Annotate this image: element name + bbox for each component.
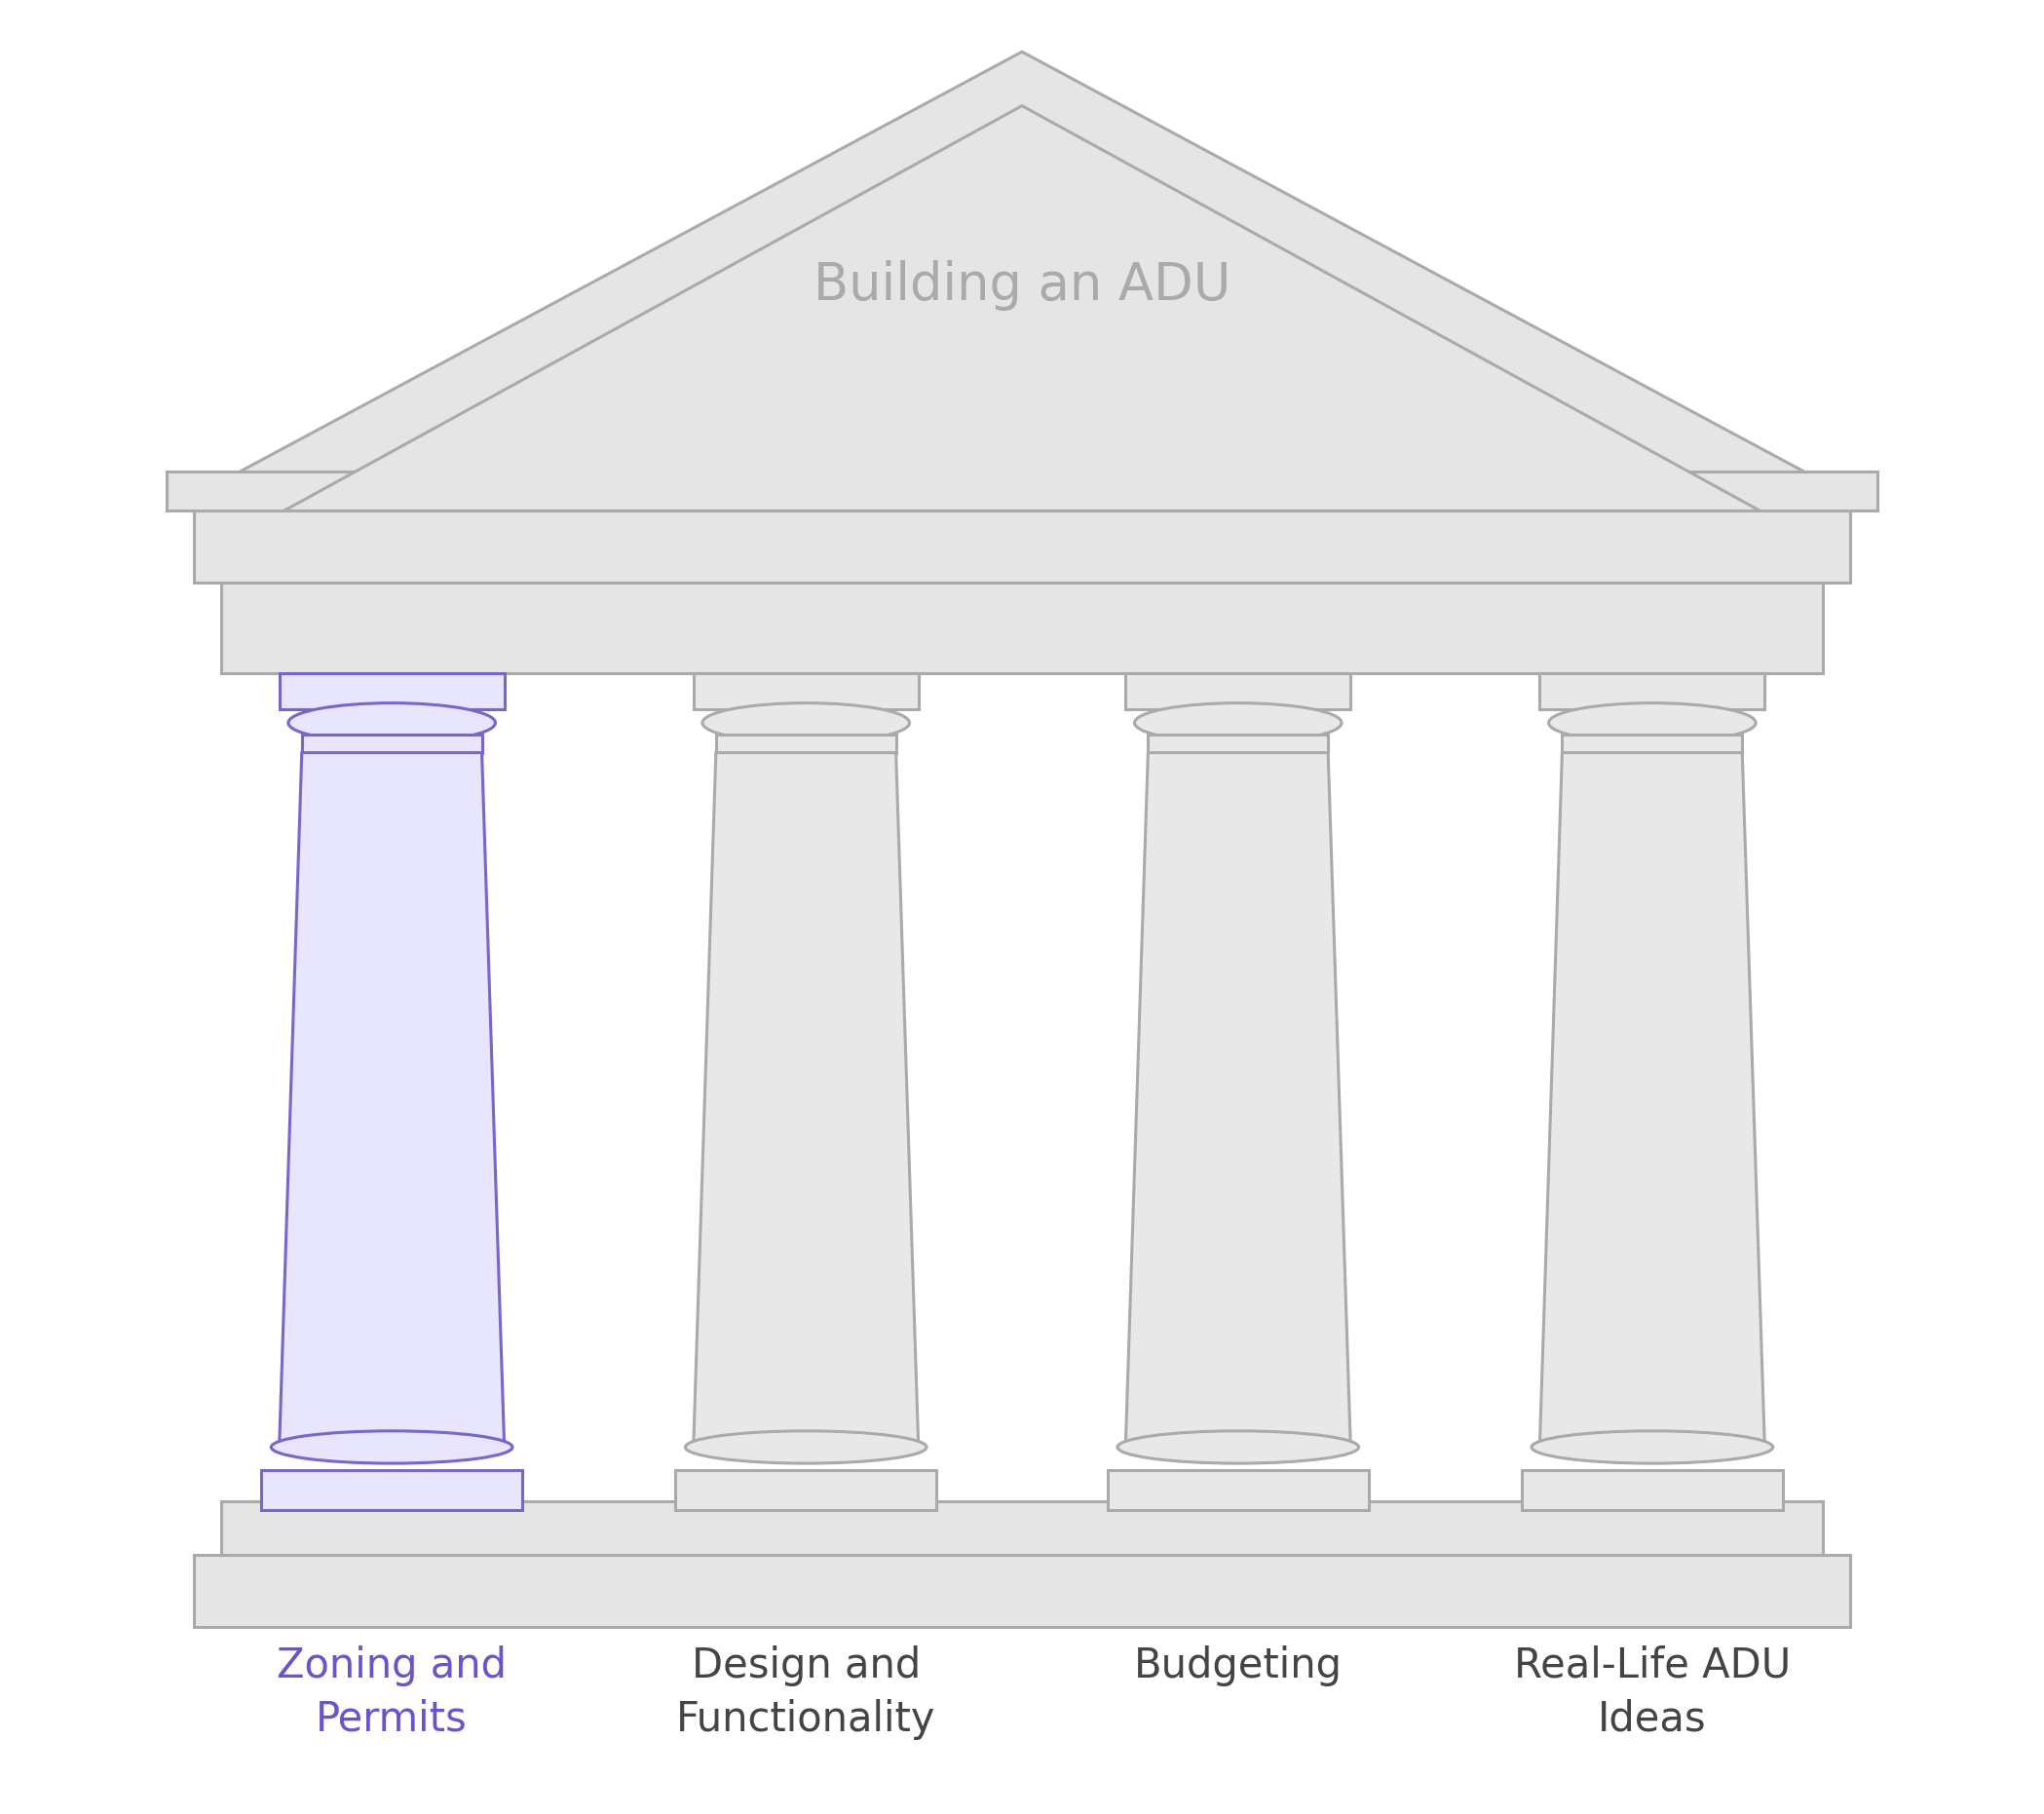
FancyBboxPatch shape (262, 1471, 523, 1511)
FancyBboxPatch shape (1562, 735, 1741, 753)
Ellipse shape (1118, 1431, 1359, 1464)
FancyBboxPatch shape (715, 735, 895, 753)
FancyBboxPatch shape (675, 1471, 936, 1511)
Text: Zoning and
Permits: Zoning and Permits (276, 1645, 507, 1740)
Ellipse shape (1134, 704, 1341, 742)
Polygon shape (693, 753, 918, 1448)
FancyBboxPatch shape (1149, 735, 1329, 753)
Ellipse shape (1549, 704, 1756, 742)
Text: Real-Life ADU
Ideas: Real-Life ADU Ideas (1515, 1645, 1791, 1740)
FancyBboxPatch shape (280, 673, 505, 709)
FancyBboxPatch shape (221, 1502, 1823, 1555)
Polygon shape (1126, 753, 1351, 1448)
Text: Budgeting: Budgeting (1134, 1645, 1343, 1685)
FancyBboxPatch shape (1126, 673, 1351, 709)
FancyBboxPatch shape (194, 1555, 1850, 1627)
Ellipse shape (272, 1431, 513, 1464)
Ellipse shape (288, 704, 495, 742)
Text: Building an ADU: Building an ADU (814, 261, 1230, 312)
FancyBboxPatch shape (1521, 1471, 1782, 1511)
Ellipse shape (1531, 1431, 1772, 1464)
Ellipse shape (685, 1431, 926, 1464)
Ellipse shape (703, 704, 910, 742)
FancyBboxPatch shape (1539, 673, 1764, 709)
Polygon shape (280, 753, 505, 1448)
FancyBboxPatch shape (303, 735, 482, 753)
FancyBboxPatch shape (194, 512, 1850, 582)
FancyBboxPatch shape (221, 582, 1823, 673)
FancyBboxPatch shape (1108, 1471, 1369, 1511)
Polygon shape (284, 105, 1760, 512)
FancyBboxPatch shape (168, 472, 1876, 512)
Text: Design and
Functionality: Design and Functionality (677, 1645, 936, 1740)
FancyBboxPatch shape (693, 673, 918, 709)
Polygon shape (168, 53, 1876, 512)
Polygon shape (1539, 753, 1764, 1448)
